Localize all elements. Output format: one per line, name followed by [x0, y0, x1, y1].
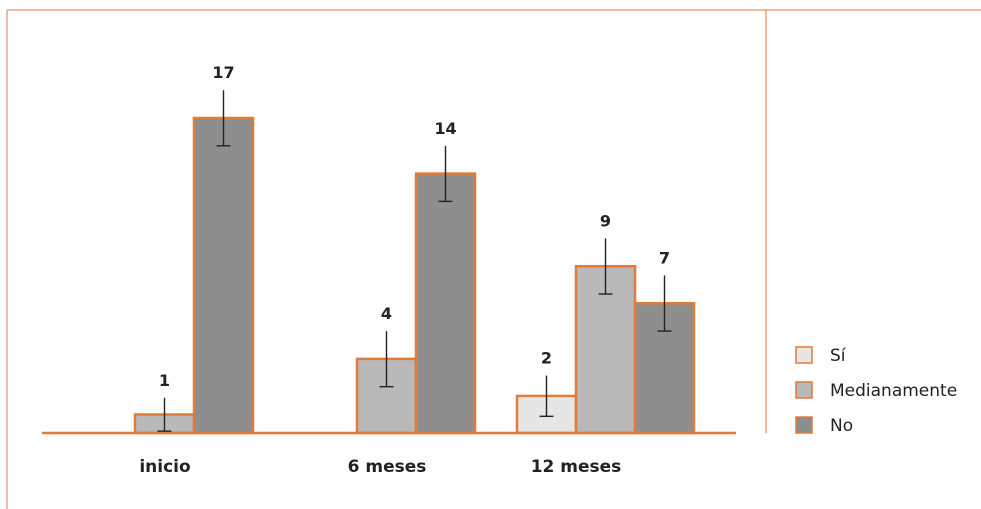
data-label: 2 [541, 349, 552, 368]
bars-group [42, 116, 736, 435]
legend-swatch [795, 346, 813, 364]
legend-label: Medianamente [830, 381, 957, 401]
category-label: 6 meses [348, 457, 427, 477]
bar-no-inicio [192, 116, 255, 435]
data-label: 7 [659, 249, 670, 268]
legend-label: No [830, 416, 853, 436]
category-label: 12 meses [531, 457, 622, 477]
data-label: 1 [159, 371, 170, 390]
error-bars-group [157, 90, 672, 432]
legend-swatch [795, 416, 813, 434]
legend: Sí Medianamente No [795, 346, 957, 436]
data-label: 17 [212, 63, 234, 82]
legend-swatch [795, 381, 813, 399]
category-labels-group: inicio 6 meses 12 meses [139, 457, 621, 477]
value-labels-group: 1 17 4 14 2 9 7 [159, 63, 670, 390]
data-label: 9 [600, 211, 611, 230]
data-label: 14 [434, 119, 456, 138]
bar-no-6-meses [414, 172, 477, 435]
data-label: 4 [381, 304, 392, 323]
legend-label: Sí [830, 346, 847, 366]
chart-frame [6, 9, 981, 509]
category-label: inicio [139, 457, 190, 477]
